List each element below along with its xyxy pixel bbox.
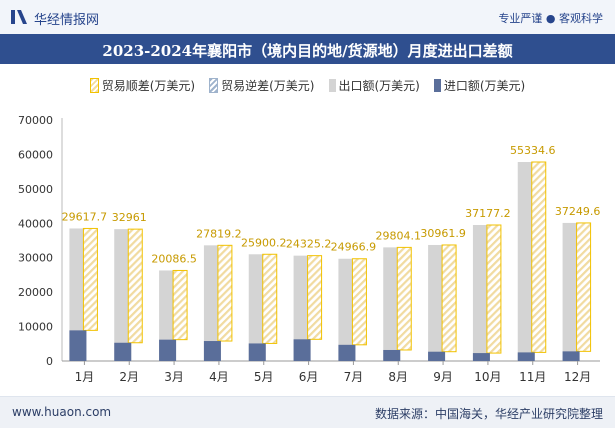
- y-tick-label: 0: [46, 355, 53, 368]
- brand-name: 华经情报网: [34, 13, 100, 28]
- site-url: www.huaon.com: [12, 405, 112, 419]
- legend-item-export: 出口额(万美元): [328, 76, 420, 94]
- surplus-bar: [486, 224, 502, 354]
- import-bar: [428, 351, 446, 361]
- legend-swatch-import: [433, 78, 441, 92]
- surplus-data-label: 20086.5: [151, 252, 197, 265]
- legend-swatch-deficit: [209, 77, 219, 93]
- legend-label-deficit: 贸易逆差(万美元): [221, 78, 315, 93]
- surplus-bar: [262, 253, 278, 344]
- export-bar: [472, 225, 490, 361]
- y-tick-label: 30000: [18, 252, 53, 265]
- import-bar: [517, 352, 535, 361]
- x-tick-label: 8月: [388, 370, 408, 384]
- import-bar: [562, 351, 580, 361]
- import-bar: [69, 330, 87, 361]
- y-tick-label: 50000: [18, 183, 53, 196]
- x-tick-label: 2月: [119, 370, 139, 384]
- surplus-bar: [351, 258, 367, 346]
- surplus-bar: [127, 228, 143, 344]
- legend-label-import: 进口额(万美元): [443, 78, 526, 93]
- x-tick-label: 9月: [433, 370, 453, 384]
- surplus-bar: [531, 161, 547, 353]
- import-bar: [383, 349, 401, 361]
- export-bar: [383, 247, 401, 361]
- surplus-bar: [217, 244, 233, 342]
- x-tick-label: 4月: [209, 370, 229, 384]
- x-tick-label: 11月: [519, 370, 546, 384]
- surplus-bar: [307, 255, 323, 340]
- export-bar: [159, 270, 177, 361]
- legend-swatch-surplus: [89, 77, 99, 93]
- export-bar: [338, 258, 356, 361]
- y-tick-label: 70000: [18, 114, 53, 127]
- x-tick-label: 10月: [474, 370, 501, 384]
- surplus-data-label: 37249.6: [555, 205, 601, 218]
- title-bar: 2023-2024年襄阳市（境内目的地/货源地）月度进出口差额: [0, 34, 615, 64]
- legend-swatch-export: [328, 78, 336, 92]
- export-bar: [203, 245, 221, 361]
- y-tick-label: 10000: [18, 321, 53, 334]
- x-tick-label: 3月: [164, 370, 184, 384]
- export-bar: [69, 228, 87, 361]
- surplus-data-label: 24325.2: [286, 238, 332, 251]
- import-bar: [248, 343, 266, 361]
- huajing-logo-icon: [11, 10, 27, 24]
- surplus-data-label: 29617.7: [62, 210, 108, 223]
- import-bar: [293, 339, 311, 361]
- surplus-data-label: 25900.2: [241, 236, 287, 249]
- export-bar: [248, 254, 266, 361]
- slogan: 专业严谨 ● 客观科学: [498, 12, 603, 25]
- surplus-bar: [172, 269, 188, 341]
- surplus-data-label: 24966.9: [331, 241, 377, 254]
- legend-item-surplus: 贸易顺差(万美元): [89, 76, 196, 94]
- surplus-bar: [396, 246, 412, 351]
- import-bar: [203, 341, 221, 361]
- surplus-data-label: 55334.6: [510, 144, 556, 157]
- legend-label-export: 出口额(万美元): [338, 78, 420, 93]
- x-tick-label: 5月: [254, 370, 274, 384]
- data-source: 数据来源：中国海关，华经产业研究院整理: [374, 407, 603, 421]
- chart-legend: 贸易顺差(万美元) 贸易逆差(万美元) 出口额(万美元) 进口额(万美元): [0, 76, 615, 94]
- export-bar: [114, 229, 132, 361]
- surplus-data-label: 37177.2: [465, 207, 511, 220]
- x-tick-label: 7月: [344, 370, 364, 384]
- y-tick-label: 40000: [18, 217, 53, 230]
- x-tick-label: 12月: [564, 370, 591, 384]
- export-bar: [428, 244, 446, 361]
- export-bar: [517, 162, 535, 361]
- chart-plot-area: 0 10000 20000 30000 40000 50000 60000 70000 2961…: [18, 114, 601, 384]
- surplus-data-label: 27819.2: [196, 227, 242, 240]
- import-bar: [159, 339, 177, 361]
- surplus-bar: [576, 222, 592, 352]
- import-bar: [472, 353, 490, 361]
- export-bar: [293, 255, 311, 361]
- y-tick-label: 60000: [18, 148, 53, 161]
- legend-label-surplus: 贸易顺差(万美元): [101, 78, 196, 93]
- import-bar: [114, 342, 132, 361]
- legend-item-deficit: 贸易逆差(万美元): [209, 76, 315, 94]
- x-tick-label: 1月: [75, 370, 95, 384]
- legend-item-import: 进口额(万美元): [433, 76, 526, 94]
- footer-bar: www.huaon.com 数据来源：中国海关，华经产业研究院整理: [0, 396, 615, 428]
- surplus-data-label: 29804.1: [376, 229, 422, 242]
- import-bar: [338, 344, 356, 361]
- surplus-data-label: 32961: [112, 211, 147, 224]
- x-tick-label: 6月: [299, 370, 319, 384]
- export-bar: [562, 222, 580, 361]
- surplus-bar: [441, 244, 457, 353]
- y-tick-label: 20000: [18, 286, 53, 299]
- chart-title: 2023-2024年襄阳市（境内目的地/货源地）月度进出口差额: [102, 42, 513, 60]
- surplus-data-label: 30961.9: [420, 227, 466, 240]
- surplus-bar: [82, 227, 98, 331]
